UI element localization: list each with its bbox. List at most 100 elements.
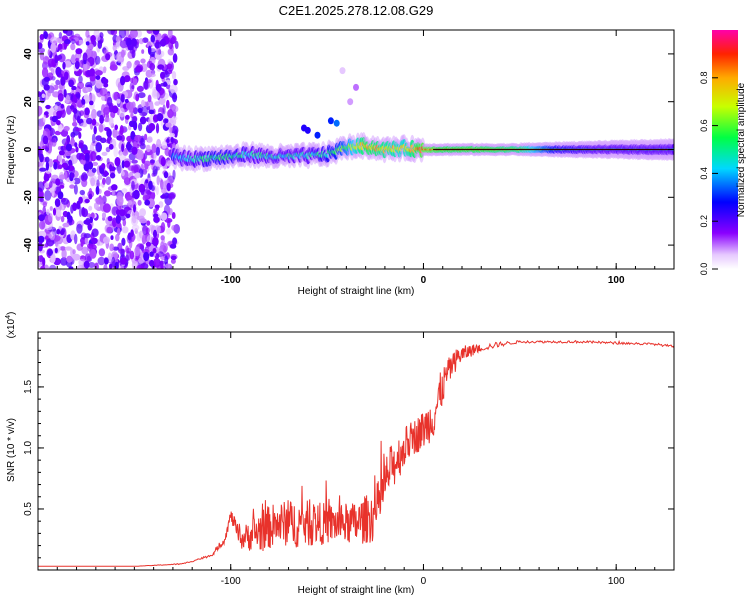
noise-speckle-strong [75, 146, 79, 153]
noise-speckle [47, 58, 56, 67]
noise-speckle-strong [148, 109, 155, 115]
noise-speckle-strong [54, 247, 58, 254]
noise-speckle [126, 61, 132, 69]
noise-speckle [152, 165, 158, 175]
noise-speckle [108, 252, 112, 261]
spectrogram-y-tick-label: 40 [23, 48, 34, 60]
noise-speckle [72, 253, 81, 261]
noise-speckle-strong [43, 173, 50, 182]
noise-speckle [63, 125, 70, 132]
noise-speckle-strong [110, 235, 114, 241]
noise-speckle [57, 153, 62, 162]
noise-speckle-strong [111, 105, 119, 114]
noise-speckle [172, 169, 176, 180]
noise-speckle [91, 228, 99, 237]
noise-speckle [100, 137, 107, 144]
noise-speckle-strong [166, 138, 170, 144]
figure-title: C2E1.2025.278.12.08.G29 [279, 3, 434, 18]
noise-speckle [171, 71, 177, 80]
noise-speckle-strong [152, 247, 157, 254]
noise-speckle [41, 93, 45, 99]
noise-speckle-strong [38, 42, 43, 50]
noise-speckle-strong [65, 143, 72, 152]
noise-speckle-strong [74, 60, 80, 70]
noise-speckle-strong [84, 107, 90, 116]
noise-speckle-strong [153, 216, 160, 223]
noise-speckle [42, 114, 47, 123]
snr-x-tick-label: 0 [421, 576, 427, 587]
snr-series-line [38, 339, 674, 567]
spectrogram-axes: -100 0 100 -40 -20 0 20 40 [23, 30, 675, 286]
side-blob [301, 124, 307, 132]
snr-y-multiplier-base: (x10 [6, 318, 17, 338]
noise-speckle [101, 212, 107, 219]
noise-speckle-strong [163, 81, 168, 87]
noise-speckle [136, 264, 144, 269]
noise-speckle [89, 249, 97, 259]
noise-speckle [164, 218, 173, 223]
noise-speckle-strong [109, 263, 113, 269]
noise-speckle [38, 261, 41, 268]
noise-speckle-strong [160, 156, 166, 167]
noise-speckle [49, 231, 56, 241]
noise-speckle-strong [73, 108, 78, 114]
noise-speckle-strong [71, 85, 77, 91]
noise-speckle [42, 201, 47, 208]
noise-speckle-strong [43, 84, 50, 91]
noise-speckle [96, 241, 104, 246]
noise-speckle-strong [66, 211, 71, 221]
noise-speckle [50, 42, 57, 53]
snr-y-axis-label: SNR (10 * v/v) [6, 418, 17, 482]
noise-speckle-strong [159, 38, 167, 47]
noise-speckle [39, 51, 45, 61]
noise-speckle [103, 236, 110, 244]
noise-speckle-strong [153, 229, 157, 238]
snr-frame [37, 331, 675, 571]
snr-axes: -100 0 100 0.5 1.0 1.5 [23, 332, 675, 587]
snr-y-tick-label: 1.0 [23, 441, 34, 455]
snr-y-tick-label: 0.5 [23, 502, 34, 516]
noise-speckle-strong [38, 235, 45, 244]
spectrogram-panel: -100 0 100 -40 -20 0 20 40 Height of straight l… [6, 29, 675, 297]
noise-speckle-strong [145, 241, 151, 247]
noise-speckle [49, 36, 59, 45]
noise-speckle [134, 134, 143, 142]
noise-speckle-strong [124, 98, 129, 104]
noise-speckle [155, 247, 160, 253]
noise-speckle [115, 35, 120, 43]
noise-speckle-strong [83, 260, 90, 269]
noise-speckle [115, 233, 120, 242]
noise-speckle [78, 75, 83, 84]
noise-speckle [58, 32, 63, 39]
noise-speckle [172, 92, 178, 103]
noise-speckle [162, 104, 166, 115]
noise-speckle-strong [42, 135, 49, 145]
noise-speckle [149, 190, 156, 201]
colorbar-tick-label: 0.4 [699, 167, 709, 180]
noise-speckle [72, 121, 78, 127]
noise-speckle [170, 258, 176, 264]
noise-speckle [78, 206, 83, 217]
noise-speckle-strong [130, 229, 134, 238]
noise-speckle [123, 177, 131, 186]
noise-speckle [85, 87, 93, 92]
noise-speckle [47, 49, 51, 56]
noise-speckle-strong [137, 107, 143, 114]
noise-speckle [131, 49, 136, 59]
noise-speckle [38, 255, 44, 262]
side-blob [314, 131, 321, 139]
noise-speckle [94, 70, 103, 76]
noise-speckle [160, 222, 166, 233]
noise-speckle-strong [105, 53, 111, 61]
noise-speckle [79, 189, 86, 196]
noise-speckle-strong [55, 56, 60, 62]
noise-speckle-strong [76, 200, 81, 210]
noise-speckle-strong [108, 143, 114, 150]
noise-speckle [116, 227, 121, 236]
noise-speckle [149, 159, 156, 164]
noise-speckle-strong [120, 75, 126, 86]
noise-speckle [155, 146, 160, 156]
noise-speckle [48, 158, 53, 168]
noise-speckle-strong [75, 48, 83, 55]
